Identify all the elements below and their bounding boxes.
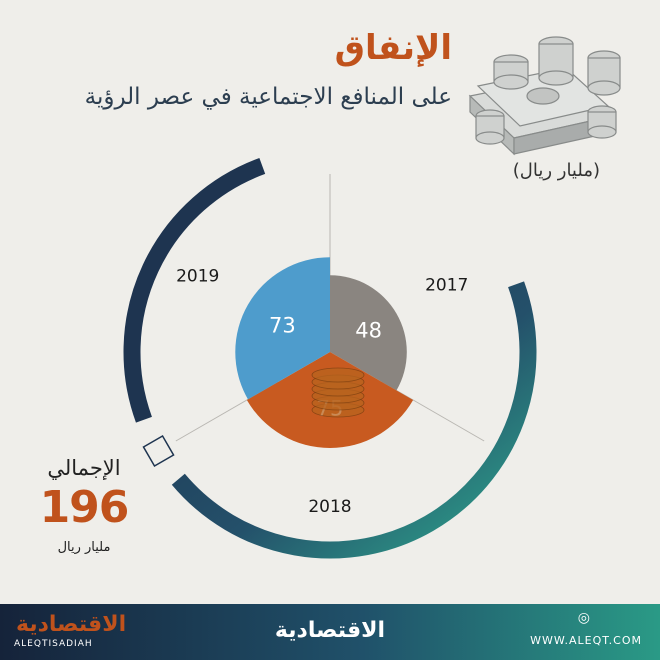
brand-logo-center: الاقتصادية <box>274 618 386 643</box>
outer-ring-upper <box>123 157 266 423</box>
category-label: 2017 <box>425 276 468 296</box>
brand-logo-left: الاقتصادية <box>16 612 127 637</box>
unit-label: (مليار ريال) <box>512 160 600 181</box>
value-label: 73 <box>269 314 296 338</box>
pie-sector-2019 <box>235 257 330 400</box>
page-title: الإنفاق <box>334 28 452 68</box>
coin-decoration <box>311 367 365 383</box>
outer-ring-lower <box>171 281 537 559</box>
total-label: الإجمالي <box>47 456 121 480</box>
pie-sector-2017 <box>330 275 407 391</box>
category-label: 2019 <box>176 267 219 287</box>
total-unit: مليار ريال <box>57 540 111 555</box>
footer-bar: الاقتصادية ALEQTISADIAH الاقتصادية ◎ WWW… <box>0 604 660 660</box>
page-subtitle: على المنافع الاجتماعية في عصر الرؤية <box>84 84 452 110</box>
brand-logo-latin: ALEQTISADIAH <box>14 639 93 649</box>
website-url[interactable]: WWW.ALEQT.COM <box>530 634 642 647</box>
value-label: 48 <box>355 319 382 343</box>
ring-marker <box>142 434 175 468</box>
globe-icon: ◎ <box>577 610 590 626</box>
category-label: 2018 <box>308 497 351 517</box>
total-value: 196 <box>39 482 130 533</box>
